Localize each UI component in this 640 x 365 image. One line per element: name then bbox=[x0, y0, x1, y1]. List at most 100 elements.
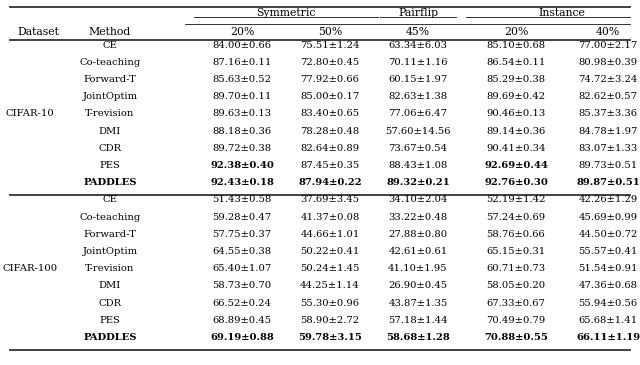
Text: 67.33±0.67: 67.33±0.67 bbox=[486, 299, 545, 307]
Text: Co-teaching: Co-teaching bbox=[79, 58, 141, 67]
Text: 89.73±0.51: 89.73±0.51 bbox=[579, 161, 637, 170]
Text: 82.64±0.89: 82.64±0.89 bbox=[300, 144, 360, 153]
Text: CE: CE bbox=[102, 195, 117, 204]
Text: Co-teaching: Co-teaching bbox=[79, 212, 141, 222]
Text: 65.15±0.31: 65.15±0.31 bbox=[486, 247, 546, 256]
Text: 77.06±6.47: 77.06±6.47 bbox=[388, 109, 447, 118]
Text: 88.43±1.08: 88.43±1.08 bbox=[388, 161, 448, 170]
Text: 86.54±0.11: 86.54±0.11 bbox=[486, 58, 546, 67]
Text: 58.90±2.72: 58.90±2.72 bbox=[300, 316, 360, 325]
Text: T-revision: T-revision bbox=[85, 109, 134, 118]
Text: 78.28±0.48: 78.28±0.48 bbox=[300, 127, 360, 135]
Text: 70.11±1.16: 70.11±1.16 bbox=[388, 58, 448, 67]
Text: 89.70±0.11: 89.70±0.11 bbox=[212, 92, 272, 101]
Text: 64.55±0.38: 64.55±0.38 bbox=[212, 247, 271, 256]
Text: 55.30±0.96: 55.30±0.96 bbox=[301, 299, 360, 307]
Text: 47.36±0.68: 47.36±0.68 bbox=[579, 281, 637, 290]
Text: Forward-T: Forward-T bbox=[84, 230, 136, 239]
Text: 26.90±0.45: 26.90±0.45 bbox=[388, 281, 447, 290]
Text: 43.87±1.35: 43.87±1.35 bbox=[388, 299, 448, 307]
Text: 84.00±0.66: 84.00±0.66 bbox=[212, 41, 271, 50]
Text: 44.25±1.14: 44.25±1.14 bbox=[300, 281, 360, 290]
Text: 88.18±0.36: 88.18±0.36 bbox=[212, 127, 271, 135]
Text: 55.57±0.41: 55.57±0.41 bbox=[579, 247, 637, 256]
Text: 83.07±1.33: 83.07±1.33 bbox=[579, 144, 637, 153]
Text: 41.37±0.08: 41.37±0.08 bbox=[300, 212, 360, 222]
Text: 55.94±0.56: 55.94±0.56 bbox=[579, 299, 637, 307]
Text: 57.24±0.69: 57.24±0.69 bbox=[486, 212, 545, 222]
Text: JointOptim: JointOptim bbox=[83, 92, 138, 101]
Text: 72.80±0.45: 72.80±0.45 bbox=[300, 58, 360, 67]
Text: JointOptim: JointOptim bbox=[83, 247, 138, 256]
Text: 33.22±0.48: 33.22±0.48 bbox=[388, 212, 447, 222]
Text: 80.98±0.39: 80.98±0.39 bbox=[579, 58, 637, 67]
Text: Symmetric: Symmetric bbox=[256, 8, 316, 18]
Text: 66.52±0.24: 66.52±0.24 bbox=[212, 299, 271, 307]
Text: T-revision: T-revision bbox=[85, 264, 134, 273]
Text: 89.69±0.42: 89.69±0.42 bbox=[486, 92, 545, 101]
Text: 92.76±0.30: 92.76±0.30 bbox=[484, 178, 548, 187]
Text: 42.26±1.29: 42.26±1.29 bbox=[579, 195, 637, 204]
Text: 50.22±0.41: 50.22±0.41 bbox=[300, 247, 360, 256]
Text: 87.94±0.22: 87.94±0.22 bbox=[298, 178, 362, 187]
Text: 85.10±0.68: 85.10±0.68 bbox=[486, 41, 545, 50]
Text: 89.72±0.38: 89.72±0.38 bbox=[212, 144, 271, 153]
Text: 68.89±0.45: 68.89±0.45 bbox=[212, 316, 271, 325]
Text: 75.51±1.24: 75.51±1.24 bbox=[300, 41, 360, 50]
Text: 85.29±0.38: 85.29±0.38 bbox=[486, 75, 545, 84]
Text: 51.43±0.58: 51.43±0.58 bbox=[212, 195, 272, 204]
Text: 85.37±3.36: 85.37±3.36 bbox=[579, 109, 637, 118]
Text: 83.40±0.65: 83.40±0.65 bbox=[300, 109, 360, 118]
Text: 92.38±0.40: 92.38±0.40 bbox=[210, 161, 274, 170]
Text: 84.78±1.97: 84.78±1.97 bbox=[579, 127, 637, 135]
Text: 66.11±1.19: 66.11±1.19 bbox=[576, 333, 640, 342]
Text: PES: PES bbox=[100, 316, 120, 325]
Text: 27.88±0.80: 27.88±0.80 bbox=[388, 230, 447, 239]
Text: 45%: 45% bbox=[406, 27, 430, 37]
Text: 89.32±0.21: 89.32±0.21 bbox=[386, 178, 450, 187]
Text: 70.49±0.79: 70.49±0.79 bbox=[486, 316, 546, 325]
Text: 59.78±3.15: 59.78±3.15 bbox=[298, 333, 362, 342]
Text: 20%: 20% bbox=[230, 27, 254, 37]
Text: 85.00±0.17: 85.00±0.17 bbox=[300, 92, 360, 101]
Text: 82.62±0.57: 82.62±0.57 bbox=[579, 92, 637, 101]
Text: Pairflip: Pairflip bbox=[398, 8, 438, 18]
Text: 42.61±0.61: 42.61±0.61 bbox=[388, 247, 447, 256]
Text: 51.54±0.91: 51.54±0.91 bbox=[579, 264, 637, 273]
Text: PADDLES: PADDLES bbox=[83, 178, 137, 187]
Text: CIFAR-10: CIFAR-10 bbox=[6, 109, 54, 118]
Text: 90.46±0.13: 90.46±0.13 bbox=[486, 109, 546, 118]
Text: 77.00±2.17: 77.00±2.17 bbox=[579, 41, 637, 50]
Text: Method: Method bbox=[89, 27, 131, 37]
Text: 41.10±1.95: 41.10±1.95 bbox=[388, 264, 448, 273]
Text: 89.87±0.51: 89.87±0.51 bbox=[576, 178, 640, 187]
Text: Forward-T: Forward-T bbox=[84, 75, 136, 84]
Text: CE: CE bbox=[102, 41, 117, 50]
Text: 58.76±0.66: 58.76±0.66 bbox=[486, 230, 545, 239]
Text: 34.10±2.04: 34.10±2.04 bbox=[388, 195, 448, 204]
Text: 89.14±0.36: 89.14±0.36 bbox=[486, 127, 546, 135]
Text: Instance: Instance bbox=[539, 8, 586, 18]
Text: 82.63±1.38: 82.63±1.38 bbox=[388, 92, 447, 101]
Text: 92.43±0.18: 92.43±0.18 bbox=[210, 178, 274, 187]
Text: 60.71±0.73: 60.71±0.73 bbox=[486, 264, 545, 273]
Text: 65.68±1.41: 65.68±1.41 bbox=[579, 316, 637, 325]
Text: Dataset: Dataset bbox=[17, 27, 59, 37]
Text: 74.72±3.24: 74.72±3.24 bbox=[579, 75, 637, 84]
Text: CDR: CDR bbox=[99, 299, 122, 307]
Text: 89.63±0.13: 89.63±0.13 bbox=[212, 109, 271, 118]
Text: 57.60±14.56: 57.60±14.56 bbox=[385, 127, 451, 135]
Text: 58.05±0.20: 58.05±0.20 bbox=[486, 281, 545, 290]
Text: 50.24±1.45: 50.24±1.45 bbox=[300, 264, 360, 273]
Text: 70.88±0.55: 70.88±0.55 bbox=[484, 333, 548, 342]
Text: 44.66±1.01: 44.66±1.01 bbox=[300, 230, 360, 239]
Text: 58.73±0.70: 58.73±0.70 bbox=[212, 281, 271, 290]
Text: 40%: 40% bbox=[596, 27, 620, 37]
Text: 20%: 20% bbox=[504, 27, 528, 37]
Text: 58.68±1.28: 58.68±1.28 bbox=[386, 333, 450, 342]
Text: CDR: CDR bbox=[99, 144, 122, 153]
Text: 59.28±0.47: 59.28±0.47 bbox=[212, 212, 271, 222]
Text: 90.41±0.34: 90.41±0.34 bbox=[486, 144, 546, 153]
Text: 87.45±0.35: 87.45±0.35 bbox=[300, 161, 360, 170]
Text: 65.40±1.07: 65.40±1.07 bbox=[212, 264, 271, 273]
